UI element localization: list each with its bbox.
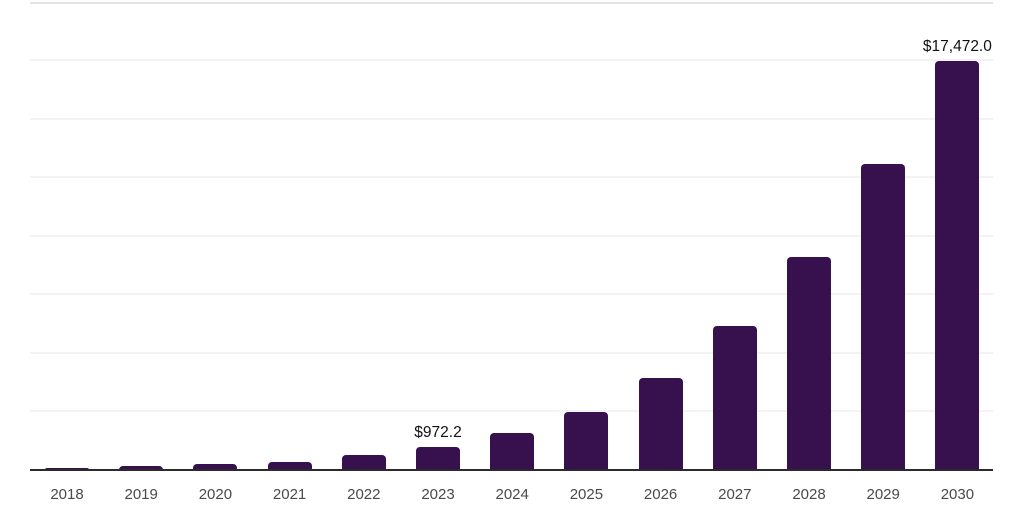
x-tick-label-2026: 2026: [643, 486, 678, 503]
bar-2027: [712, 326, 757, 470]
x-tick-label-2019: 2019: [124, 486, 158, 503]
bar-2025: [564, 412, 609, 470]
x-tick-label-2022: 2022: [347, 486, 381, 503]
x-tick-label-2030: 2030: [940, 486, 975, 503]
value-label-2023: $972.2: [414, 424, 462, 442]
gridline: [30, 351, 993, 354]
bar-2022: [341, 455, 386, 470]
x-tick-label-2024: 2024: [495, 486, 529, 503]
gridline: [30, 117, 993, 120]
x-axis-line: [30, 469, 993, 471]
gridline: [30, 176, 993, 179]
value-label-2030: $17,472.0: [922, 38, 992, 55]
bar-2018: [45, 467, 89, 470]
x-tick-label-2020: 2020: [198, 486, 233, 503]
x-tick-label-2025: 2025: [569, 486, 604, 503]
bar-2020: [193, 463, 238, 470]
plot-top-border: [30, 2, 993, 4]
x-tick-label-2027: 2027: [718, 486, 752, 503]
bar-2021: [267, 461, 312, 470]
x-tick-label-2028: 2028: [792, 486, 826, 503]
bar-2030: [935, 61, 980, 470]
x-tick-label-2029: 2029: [866, 486, 900, 503]
bar-2026: [638, 378, 683, 470]
bar-2029: [861, 164, 906, 470]
bar-2028: [787, 256, 831, 470]
gridline: [30, 234, 993, 237]
gridline: [30, 293, 993, 296]
bar-2023: [416, 447, 460, 470]
x-tick-label-2018: 2018: [50, 486, 84, 503]
gridline: [30, 410, 993, 413]
x-tick-label-2021: 2021: [272, 486, 307, 503]
bar-2019: [119, 466, 164, 470]
bar-2024: [490, 433, 535, 470]
gridline: [30, 59, 993, 62]
x-tick-label-2023: 2023: [421, 486, 455, 503]
